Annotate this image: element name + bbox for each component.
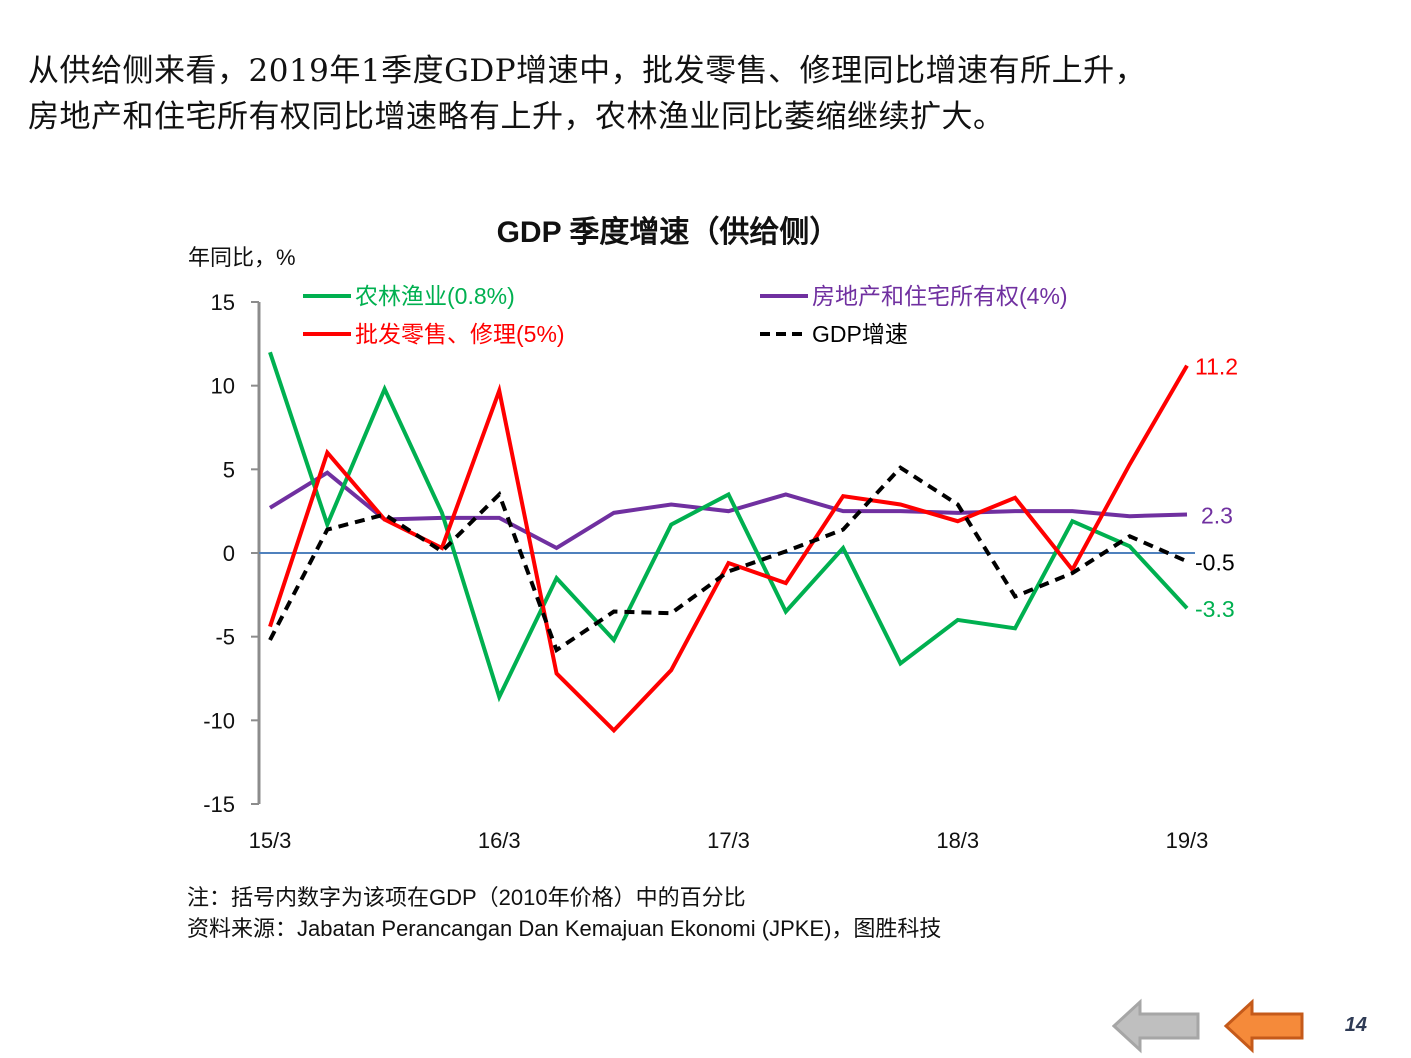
chart-title: GDP 季度增速（供给侧）	[497, 215, 840, 249]
x-tick-label: 15/3	[249, 828, 292, 853]
previous-slide-arrow-icon[interactable]	[1112, 998, 1200, 1054]
y-tick-label: -5	[215, 625, 235, 650]
y-tick-label: 5	[223, 457, 235, 482]
end-value-label-0: -3.3	[1195, 596, 1235, 622]
y-tick-label: 0	[223, 541, 235, 566]
y-tick-label: 10	[211, 374, 235, 399]
y-tick-label: -15	[203, 792, 235, 817]
series-line-2	[268, 364, 1189, 734]
x-tick-label: 19/3	[1166, 828, 1209, 853]
y-tick-label: 15	[211, 290, 235, 315]
headline-line-2: 房地产和住宅所有权同比增速略有上升，农林渔业同比萎缩继续扩大。	[28, 99, 1005, 135]
series-line-0	[268, 351, 1189, 703]
chart-source: 资料来源：Jabatan Perancangan Dan Kemajuan Ek…	[187, 916, 942, 941]
gdp-supply-side-chart: GDP 季度增速（供给侧） 年同比，% 15 10 5 0 -5 -10 -15 15/3 16…	[188, 215, 1238, 853]
legend-label-0: 农林渔业(0.8%)	[355, 283, 515, 309]
series-line-3	[268, 465, 1188, 654]
end-value-label-3: -0.5	[1195, 549, 1235, 575]
headline: 从供给侧来看，2019年1季度GDP增速中，批发零售、修理同比增速有所上升， 房…	[28, 48, 1146, 140]
legend-label-2: 批发零售、修理(5%)	[355, 321, 565, 347]
x-tick-label: 16/3	[478, 828, 521, 853]
back-arrow-icon[interactable]	[1222, 998, 1310, 1054]
y-axis-label: 年同比，%	[188, 245, 296, 270]
x-tick-label: 17/3	[707, 828, 750, 853]
end-value-label-2: 11.2	[1195, 354, 1238, 380]
page-number: 14	[1344, 1014, 1367, 1036]
end-value-label-1: 2.3	[1201, 503, 1233, 529]
legend-label-3: GDP增速	[812, 321, 908, 347]
headline-line-1: 从供给侧来看，2019年1季度GDP增速中，批发零售、修理同比增速有所上升，	[28, 53, 1147, 89]
series-line-1	[268, 470, 1188, 551]
chart-note: 注：括号内数字为该项在GDP（2010年价格）中的百分比	[187, 885, 746, 910]
legend-label-1: 房地产和住宅所有权(4%)	[812, 283, 1068, 309]
x-tick-label: 18/3	[936, 828, 979, 853]
y-tick-label: -10	[203, 708, 235, 733]
